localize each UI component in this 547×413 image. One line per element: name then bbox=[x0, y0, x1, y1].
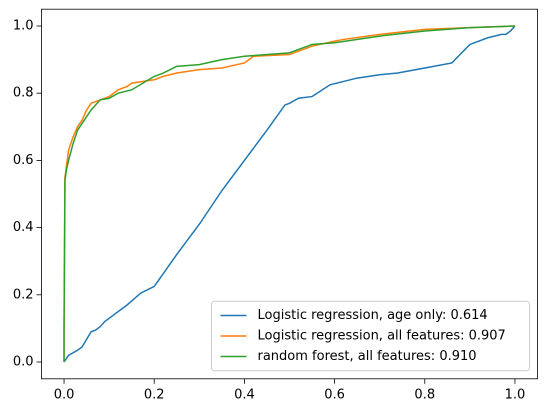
line bbox=[63, 25, 515, 362]
legend-label: random forest, all features: 0.910 bbox=[258, 349, 477, 364]
y-tick-label: 0.6 bbox=[13, 153, 34, 168]
x-tick-label: 0.0 bbox=[54, 387, 75, 402]
y-tick-label: 1.0 bbox=[13, 19, 34, 34]
x-tick-label: 0.8 bbox=[414, 387, 435, 402]
y-tick-label: 0.8 bbox=[13, 86, 34, 101]
legend-box bbox=[211, 300, 530, 372]
x-tick-label: 0.6 bbox=[324, 387, 345, 402]
x-tick-label: 0.4 bbox=[234, 387, 255, 402]
x-tick-label: 0.2 bbox=[144, 387, 165, 402]
y-tick-label: 0.4 bbox=[13, 220, 34, 235]
legend-label: Logistic regression, all features: 0.907 bbox=[258, 329, 506, 344]
line bbox=[63, 25, 515, 362]
y-tick-label: 0.2 bbox=[13, 287, 34, 302]
legend-label: Logistic regression, age only: 0.614 bbox=[258, 308, 488, 323]
axes-frame bbox=[41, 8, 538, 380]
x-tick-label: 1.0 bbox=[505, 387, 526, 402]
line bbox=[63, 25, 516, 363]
y-tick-label: 0.0 bbox=[13, 355, 34, 370]
